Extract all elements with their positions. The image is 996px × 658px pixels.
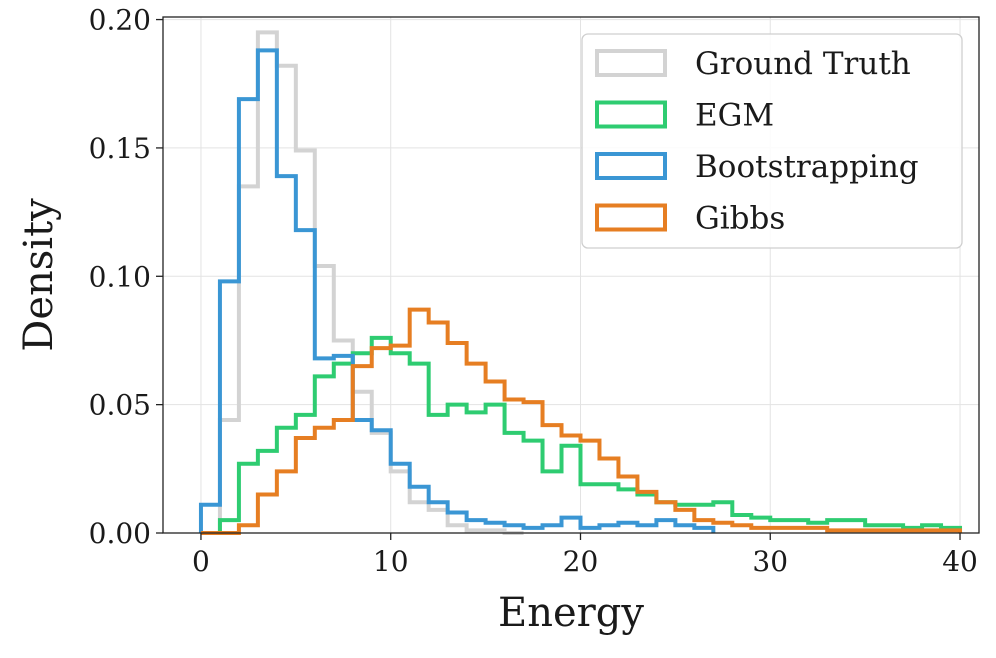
legend-swatch-ground-truth	[595, 49, 667, 77]
legend-swatch-gibbs	[595, 203, 667, 232]
x-tick-label: 40	[942, 545, 978, 578]
legend-swatch-egm	[595, 100, 667, 129]
x-tick-label: 10	[373, 545, 409, 578]
legend-swatch-bootstrapping	[595, 152, 667, 180]
x-tick-label: 20	[563, 545, 599, 578]
x-axis-label: Energy	[498, 590, 644, 636]
histogram-series	[198, 30, 963, 535]
axis-ticks: 0 10 20 30 40 0.00 0.05 0.10 0.15 0.20	[89, 4, 978, 578]
y-tick-label: 0.20	[89, 4, 151, 37]
legend-label-bootstrapping: Bootstrapping	[695, 149, 919, 185]
y-tick-label: 0.15	[89, 132, 151, 165]
legend-label-ground-truth: Ground Truth	[695, 46, 911, 82]
x-tick-label: 0	[192, 545, 210, 578]
y-tick-label: 0.10	[89, 260, 151, 293]
y-tick-label: 0.00	[89, 517, 151, 550]
legend: Ground Truth EGM Bootstrapping Gibbs	[581, 33, 963, 249]
y-tick-label: 0.05	[89, 389, 151, 422]
legend-label-gibbs: Gibbs	[695, 201, 785, 237]
x-tick-label: 30	[752, 545, 788, 578]
series-egm-step	[200, 335, 963, 535]
series-bootstrapping-step	[198, 48, 716, 533]
legend-frame	[581, 33, 963, 249]
series-gibbs-step	[200, 307, 963, 535]
y-axis-label: Density	[16, 198, 62, 352]
plot-frame	[162, 16, 980, 534]
legend-label-egm: EGM	[695, 98, 774, 134]
series-ground-truth-step	[200, 30, 524, 535]
